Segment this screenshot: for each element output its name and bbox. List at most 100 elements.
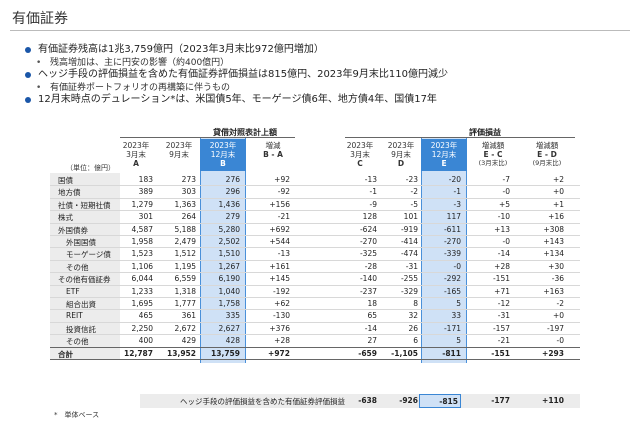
column-header-line: 3月末 (126, 150, 146, 159)
column-header: 増減額 E - C (3月末比) (470, 139, 516, 171)
table-cell: -151 (491, 348, 510, 358)
table-cell: 335 (225, 311, 240, 321)
table-cell: -12 (497, 299, 510, 308)
table-cell: -0 (556, 336, 564, 346)
row-divider (50, 185, 580, 187)
column-header: 2023年 12月末 B (200, 139, 246, 171)
table-cell: 65 (367, 311, 377, 321)
table-cell: -5 (410, 199, 418, 209)
column-header: 増減額 E - D (9月末比) (524, 139, 570, 171)
table-cell: 361 (181, 311, 196, 321)
table-cell: 6,559 (174, 274, 196, 284)
column-header-line: 9月末 (391, 150, 411, 159)
table-cell: +1 (552, 199, 564, 209)
table-cell: +2 (552, 175, 564, 184)
column-header-line: A (133, 159, 139, 168)
title-divider (10, 30, 630, 31)
table-cell: +544 (269, 237, 290, 246)
table-cell: -339 (443, 249, 461, 259)
hedge-label: ヘッジ手段の評価損益を含めた有価証券評価損益 (180, 397, 345, 406)
table-cell: +145 (269, 274, 290, 284)
table-row: 投資信託 2,250 2,672 2,627 +376 -14 26 -171 -157 -197 (50, 322, 580, 334)
row-divider (50, 297, 580, 298)
table-cell: +28 (494, 261, 510, 271)
table-cell: -31 (497, 311, 510, 321)
table-cell: 8 (413, 299, 418, 308)
column-header-line: B (220, 159, 226, 168)
column-header: 増減 B - A (250, 139, 296, 171)
table-cell: -20 (448, 175, 461, 184)
table-cell: +0 (552, 187, 564, 197)
row-label: 投資信託 (66, 324, 96, 334)
column-header: 2023年 9月末 D (378, 139, 424, 171)
row-label: 地方債 (58, 188, 81, 198)
table-cell: -21 (277, 212, 290, 222)
table-cell: 5,188 (174, 224, 196, 234)
total-row: 合計 12,787 13,952 13,759 +972 -659 -1,105 -811 -1… (50, 347, 580, 359)
table-cell: 2,502 (218, 237, 240, 246)
table-cell: +972 (268, 348, 290, 358)
hedge-value: -638 (358, 396, 377, 405)
column-header-line: B - A (263, 150, 283, 159)
table-cell: 183 (138, 175, 153, 184)
table-cell: 2,627 (218, 323, 240, 333)
row-label: ETF (66, 286, 80, 296)
table-cell: 1,523 (131, 249, 153, 259)
unit-label: （単位：億円） (66, 164, 115, 172)
table-cell: -23 (405, 175, 418, 184)
table-cell: 6 (413, 336, 418, 346)
table-cell: +16 (548, 212, 564, 222)
table-cell: -292 (443, 274, 461, 284)
table-cell: -474 (400, 249, 418, 259)
table-cell: 18 (367, 299, 377, 308)
table-cell: 1,279 (131, 199, 153, 209)
table-cell: -1 (453, 187, 461, 197)
table-cell: 6,190 (218, 274, 240, 284)
row-label: 外国国債 (66, 238, 96, 247)
table-cell: -325 (359, 249, 377, 259)
row-label: REIT (66, 311, 83, 321)
table-row: 外国国債 1,958 2,479 2,502 +544 -270 -414 -270 -0 +14… (50, 235, 580, 247)
hedge-value: +110 (542, 396, 564, 405)
column-header-line: 2023年 (430, 141, 458, 150)
table-cell: -329 (400, 286, 418, 296)
column-header-line: 増減額 (481, 141, 505, 150)
table-cell: 429 (181, 336, 196, 346)
table-cell: -28 (364, 261, 377, 271)
row-divider (50, 284, 580, 286)
table-cell: 276 (225, 175, 240, 184)
table-cell: -31 (405, 261, 418, 271)
table-cell: -0 (502, 187, 510, 197)
table-cell: 1,512 (174, 249, 196, 259)
column-header-line: E - C (483, 150, 503, 159)
table-cell: 128 (362, 212, 377, 222)
bullet-item: ヘッジ手段の評価損益を含めた有価証券評価損益は815億円、2023年9月末比11… (24, 69, 448, 82)
table-cell: -659 (358, 348, 377, 358)
column-header-line: 3月末 (350, 150, 370, 159)
group-header-valuation: 評価損益 (469, 128, 501, 137)
table-cell: -237 (359, 286, 377, 296)
row-divider (50, 210, 580, 212)
table-cell: -197 (546, 323, 564, 333)
table-cell: +5 (498, 199, 510, 209)
table-cell: +30 (548, 261, 564, 271)
table-row: 外国債券 4,587 5,188 5,280 +692 -624 -919 -611 +13 +3… (50, 223, 580, 235)
table-row: その他有価証券 6,044 6,559 6,190 +145 -140 -255 -292 -1… (50, 272, 580, 284)
table-cell: 264 (181, 212, 196, 222)
column-header-line: E (441, 159, 447, 168)
table-cell: -157 (492, 323, 510, 333)
table-cell: 1,695 (131, 299, 153, 308)
row-divider (50, 235, 580, 236)
table-cell: -13 (277, 249, 290, 259)
table-row: その他 1,106 1,195 1,267 +161 -28 -31 -0 +28 +30 (50, 260, 580, 272)
column-header-line: 2023年 (209, 141, 237, 150)
table-cell: -140 (359, 274, 377, 284)
table-cell: 1,363 (174, 199, 196, 209)
table-cell: 2,479 (174, 237, 196, 246)
table-cell: +293 (542, 348, 564, 358)
row-divider (50, 259, 580, 261)
group-underline (345, 137, 575, 138)
table-cell: 1,758 (218, 299, 240, 308)
column-header-line: 2023年 (122, 141, 150, 150)
row-label: 合計 (58, 349, 73, 359)
